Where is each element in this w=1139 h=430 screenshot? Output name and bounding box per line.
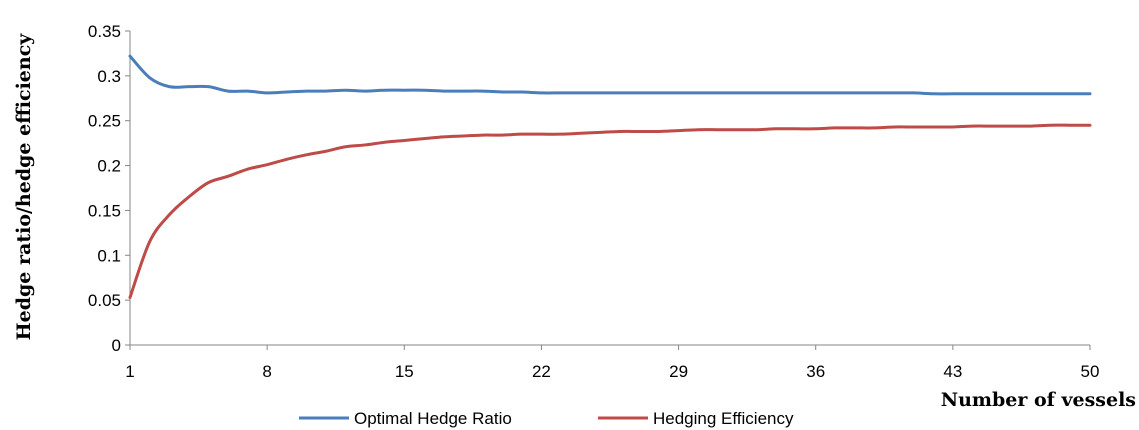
y-tick-label: 0: [112, 336, 121, 355]
series-lines: [128, 54, 1092, 299]
x-tick-label: 15: [395, 362, 414, 381]
x-tick-label: 29: [669, 362, 688, 381]
series-line-optimal-hedge-ratio: [128, 54, 1092, 96]
legend-label: Hedging Efficiency: [653, 409, 794, 428]
y-tick-label: 0.35: [88, 22, 121, 41]
x-tick-label: 8: [262, 362, 271, 381]
y-tick-label: 0.25: [88, 112, 121, 131]
y-tick-label: 0.15: [88, 201, 121, 220]
series-line-hedging-efficiency: [128, 123, 1092, 299]
y-axis-title: Hedge ratio/hedge efficiency: [13, 33, 35, 341]
y-tick-label: 0.2: [97, 157, 121, 176]
x-axis-ticks: 1 8 15 22 29 36 43 50: [125, 345, 1099, 381]
y-axis-ticks: 0 0.05 0.1 0.15 0.2 0.25 0.3 0.35: [88, 22, 130, 355]
x-tick-label: 1: [125, 362, 134, 381]
y-tick-label: 0.05: [88, 291, 121, 310]
legend: Optimal Hedge Ratio Hedging Efficiency: [299, 409, 794, 428]
x-tick-label: 43: [943, 362, 962, 381]
x-tick-label: 36: [806, 362, 825, 381]
x-axis-title: Number of vessels: [941, 389, 1136, 411]
x-tick-label: 22: [532, 362, 551, 381]
legend-label: Optimal Hedge Ratio: [354, 409, 512, 428]
x-tick-label: 50: [1081, 362, 1100, 381]
y-tick-label: 0.1: [97, 246, 121, 265]
y-tick-label: 0.3: [97, 67, 121, 86]
